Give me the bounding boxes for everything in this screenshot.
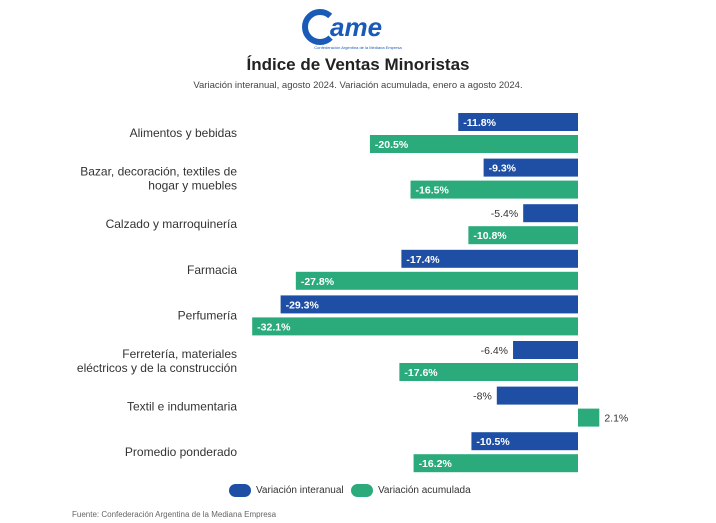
legend-label-acumulada: Variación acumulada — [378, 485, 471, 496]
bar-acumulada — [410, 180, 578, 199]
data-label-acumulada: -27.8% — [301, 276, 335, 288]
bar-acumulada — [413, 454, 578, 473]
category-label: eléctricos y de la construcción — [77, 361, 237, 375]
data-label-interanual: -6.4% — [481, 345, 508, 357]
bar-interanual — [523, 204, 578, 223]
data-label-acumulada: -17.6% — [404, 367, 438, 379]
legend-swatch-acumulada — [351, 484, 373, 497]
logo-wordmark: ame — [330, 12, 382, 42]
bar-interanual — [513, 341, 578, 359]
bar-interanual — [458, 113, 578, 131]
bar-interanual — [280, 295, 578, 314]
category-label: Farmacia — [187, 263, 237, 277]
data-label-interanual: -11.8% — [463, 117, 496, 129]
data-label-interanual: -8% — [473, 391, 492, 403]
bar-acumulada — [399, 363, 578, 381]
source-note: Fuente: Confederación Argentina de la Me… — [72, 510, 277, 519]
data-label-interanual: -9.3% — [489, 163, 517, 175]
bar-acumulada — [252, 317, 578, 336]
bar-acumulada — [295, 271, 578, 290]
category-label: Ferretería, materiales — [122, 347, 237, 361]
data-label-interanual: -10.5% — [476, 436, 510, 448]
legend-swatch-interanual — [229, 484, 251, 497]
data-label-acumulada: -10.8% — [473, 230, 507, 242]
chart-subtitle: Variación interanual, agosto 2024. Varia… — [193, 80, 523, 91]
data-label-acumulada: 2.1% — [604, 413, 628, 425]
logo-c-mark — [302, 8, 338, 45]
category-label: Textil e indumentaria — [127, 400, 237, 414]
legend-item-interanual: Variación interanual — [229, 484, 344, 497]
chart-title: Índice de Ventas Minoristas — [246, 55, 470, 74]
bar-acumulada — [578, 408, 600, 427]
data-label-interanual: -29.3% — [286, 299, 320, 311]
legend-item-acumulada: Variación acumulada — [351, 484, 471, 497]
bar-interanual — [471, 432, 578, 451]
bar-interanual — [496, 386, 578, 405]
category-label: hogar y muebles — [148, 179, 237, 193]
category-label: Calzado y marroquinería — [106, 217, 238, 231]
data-label-acumulada: -20.5% — [375, 139, 409, 151]
bar-acumulada — [468, 226, 578, 245]
data-label-interanual: -5.4% — [491, 208, 518, 220]
data-label-acumulada: -16.2% — [419, 458, 453, 470]
category-label: Bazar, decoración, textiles de — [80, 165, 237, 179]
data-label-acumulada: -16.5% — [416, 185, 450, 197]
data-label-acumulada: -32.1% — [257, 321, 291, 333]
category-label: Perfumería — [178, 308, 238, 322]
category-label: Alimentos y bebidas — [130, 126, 237, 140]
category-label: Promedio ponderado — [125, 445, 237, 459]
bar-acumulada — [369, 135, 578, 153]
came-logo: ame Confederación Argentina de la Median… — [302, 8, 402, 50]
data-label-interanual: -17.4% — [406, 254, 440, 266]
legend-label-interanual: Variación interanual — [256, 485, 344, 496]
logo-tagline: Confederación Argentina de la Mediana Em… — [314, 45, 402, 50]
bar-interanual — [401, 249, 578, 268]
bar-interanual — [483, 158, 578, 177]
